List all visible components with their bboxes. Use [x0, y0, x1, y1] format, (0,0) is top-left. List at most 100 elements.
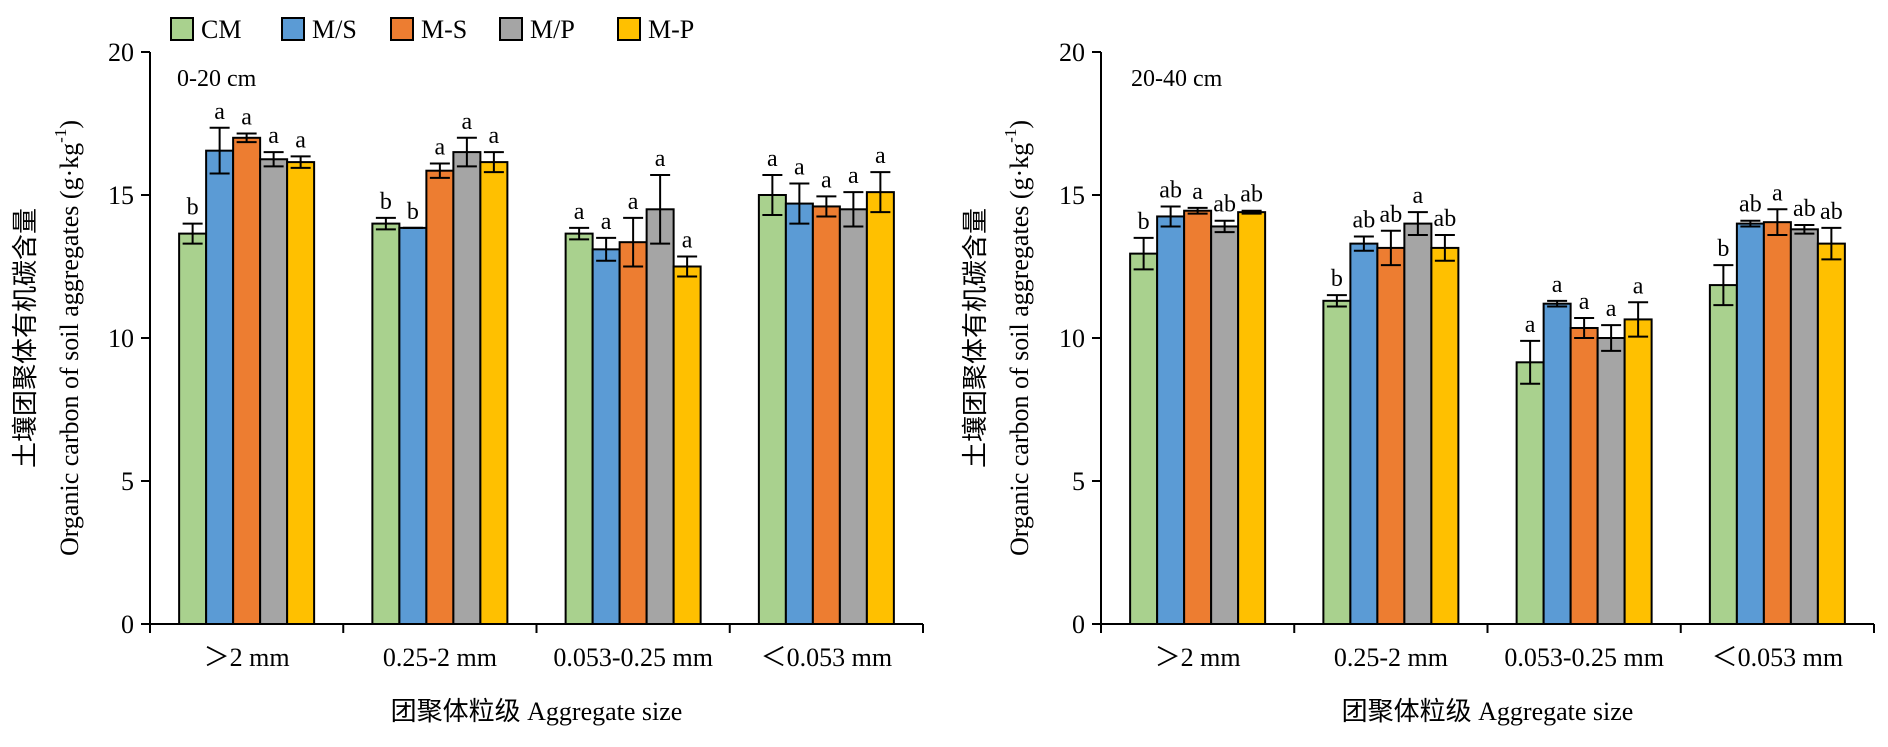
bar	[205, 149, 235, 625]
significance-label: a	[1552, 272, 1563, 298]
bar	[1623, 318, 1653, 625]
x-tick-label: ＜0.053 mm	[761, 643, 892, 672]
bar	[672, 265, 702, 625]
significance-label: a	[767, 146, 778, 172]
legend-label: M-S	[421, 15, 467, 44]
chart-panel-20-40cm: 0 5 10 15 20 ＞2 mm 0.25-2 mm 0.053-0.25 mm ＜0.05…	[961, 38, 1875, 726]
legend-item: M/P	[499, 15, 575, 44]
x-axis-title: 团聚体粒级 Aggregate size	[1342, 697, 1634, 726]
y-tick-label: 5	[1072, 467, 1085, 496]
y-tick-label: 20	[1059, 38, 1085, 67]
legend: CM M/S M-S M/P M-P	[170, 15, 694, 44]
legend-item: CM	[170, 15, 241, 44]
significance-label: a	[462, 109, 473, 135]
y-axis-title-en: Organic carbon of soil aggregates (g·kg-…	[51, 120, 84, 556]
significance-label: a	[1579, 289, 1590, 315]
bar	[1349, 242, 1379, 625]
bar	[564, 232, 594, 626]
legend-label: M/P	[530, 15, 575, 44]
significance-label: a	[295, 127, 306, 153]
legend-item: M-S	[390, 15, 467, 44]
y-tick-label: 15	[108, 181, 134, 210]
bar	[1762, 221, 1792, 625]
bar	[1237, 211, 1267, 625]
significance-label: ab	[1353, 207, 1376, 233]
chart-panel-0-20cm: 0 5 10 15 20 ＞2 mm 0.25-2 mm 0.053-0.25 mm ＜0.05…	[11, 38, 924, 726]
x-tick-label: ＞2 mm	[204, 643, 290, 672]
legend-label: M-P	[648, 15, 694, 44]
bar	[1542, 302, 1572, 625]
significance-label: ab	[1380, 202, 1403, 228]
significance-label: a	[1633, 273, 1644, 299]
significance-label: a	[682, 227, 693, 253]
bar	[757, 194, 787, 625]
bar	[784, 202, 814, 626]
significance-label: a	[1525, 312, 1536, 338]
x-tick-label: 0.053-0.25 mm	[553, 643, 713, 672]
y-tick-label: 0	[121, 610, 134, 639]
significance-label: b	[380, 189, 392, 215]
bar	[1156, 215, 1186, 625]
bar	[645, 208, 675, 626]
legend-item: M/S	[281, 15, 357, 44]
legend-swatch	[281, 17, 305, 41]
significance-label: a	[435, 135, 446, 161]
bar	[865, 191, 895, 625]
x-tick-label: ＞2 mm	[1155, 643, 1241, 672]
bar	[398, 226, 428, 625]
significance-label: a	[1192, 179, 1203, 205]
bar	[1708, 284, 1738, 625]
bar	[259, 158, 289, 625]
bar	[1430, 246, 1460, 625]
bar	[452, 151, 482, 625]
significance-label: a	[1413, 183, 1424, 209]
significance-label: a	[1772, 180, 1783, 206]
bar	[1789, 228, 1819, 625]
significance-label: b	[407, 199, 419, 225]
significance-label: b	[187, 195, 199, 221]
significance-label: a	[794, 155, 805, 181]
x-tick-label: 0.25-2 mm	[1334, 643, 1448, 672]
bar	[1403, 222, 1433, 625]
bar	[1735, 222, 1765, 625]
y-tick-label: 15	[1059, 181, 1085, 210]
bar	[371, 222, 401, 625]
bar	[618, 241, 648, 625]
significance-label: a	[875, 143, 886, 169]
significance-label: ab	[1159, 177, 1182, 203]
significance-label: a	[268, 123, 279, 149]
bar	[1129, 252, 1159, 625]
significance-label: ab	[1820, 199, 1843, 225]
bar	[1210, 225, 1240, 626]
significance-label: a	[214, 99, 225, 125]
legend-swatch	[499, 17, 523, 41]
significance-label: a	[848, 163, 859, 189]
bar	[1183, 209, 1213, 625]
y-axis-title-cn: 土壤团聚体有机碳含量	[961, 208, 990, 468]
significance-label: ab	[1213, 192, 1236, 218]
significance-label: ab	[1240, 182, 1263, 208]
significance-label: b	[1138, 209, 1150, 235]
y-tick-label: 20	[108, 38, 134, 67]
bar	[286, 161, 316, 626]
y-tick-label: 10	[1059, 324, 1085, 353]
x-axis-title: 团聚体粒级 Aggregate size	[391, 697, 683, 726]
bar	[1515, 361, 1545, 625]
bar	[479, 161, 509, 626]
x-tick-label: ＜0.053 mm	[1712, 643, 1843, 672]
significance-label: a	[655, 146, 666, 172]
bar	[1376, 246, 1406, 625]
bar	[838, 208, 868, 626]
legend-swatch	[390, 17, 414, 41]
legend-item: M-P	[617, 15, 694, 44]
bar	[1816, 242, 1846, 625]
significance-label: ab	[1739, 192, 1762, 218]
significance-label: ab	[1434, 206, 1457, 232]
significance-label: a	[821, 167, 832, 193]
legend-swatch	[170, 17, 194, 41]
y-axis-title-cn: 土壤团聚体有机碳含量	[11, 208, 40, 468]
y-tick-label: 5	[121, 467, 134, 496]
y-axis-title-en: Organic carbon of soil aggregates (g·kg-…	[1001, 120, 1034, 556]
significance-label: b	[1331, 266, 1343, 292]
